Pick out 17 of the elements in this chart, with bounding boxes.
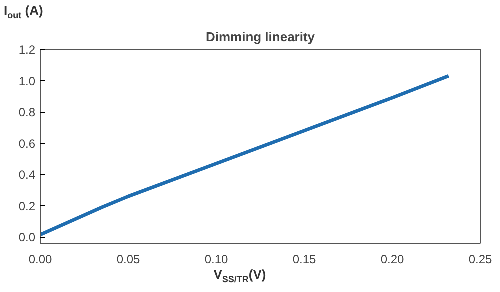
y-tick-label: 1.2	[18, 43, 36, 57]
y-axis-title: I$_{out}$ (A)	[4, 2, 44, 22]
x-tick-label: 0.05	[116, 252, 141, 266]
x-tick-label: 0.25	[468, 252, 493, 266]
x-tick-label: 0.00	[28, 252, 53, 266]
x-axis-title: V$_{SS/TR}$(V)	[214, 266, 266, 286]
y-tick-label: 0.4	[18, 168, 36, 182]
line-series	[40, 74, 451, 237]
y-tick-label: 0.8	[18, 106, 36, 120]
y-tick-label: 0.6	[18, 136, 36, 151]
y-tick-label: 1.0	[18, 74, 36, 88]
x-tick-label: 0.10	[204, 252, 229, 266]
x-tick-label: 0.20	[380, 252, 405, 266]
chart-title: Dimming linearity	[206, 30, 316, 44]
y-tick-label: 0.2	[18, 199, 36, 214]
x-tick-label: 0.15	[292, 252, 317, 266]
y-tick-label: 0.0	[18, 230, 36, 245]
